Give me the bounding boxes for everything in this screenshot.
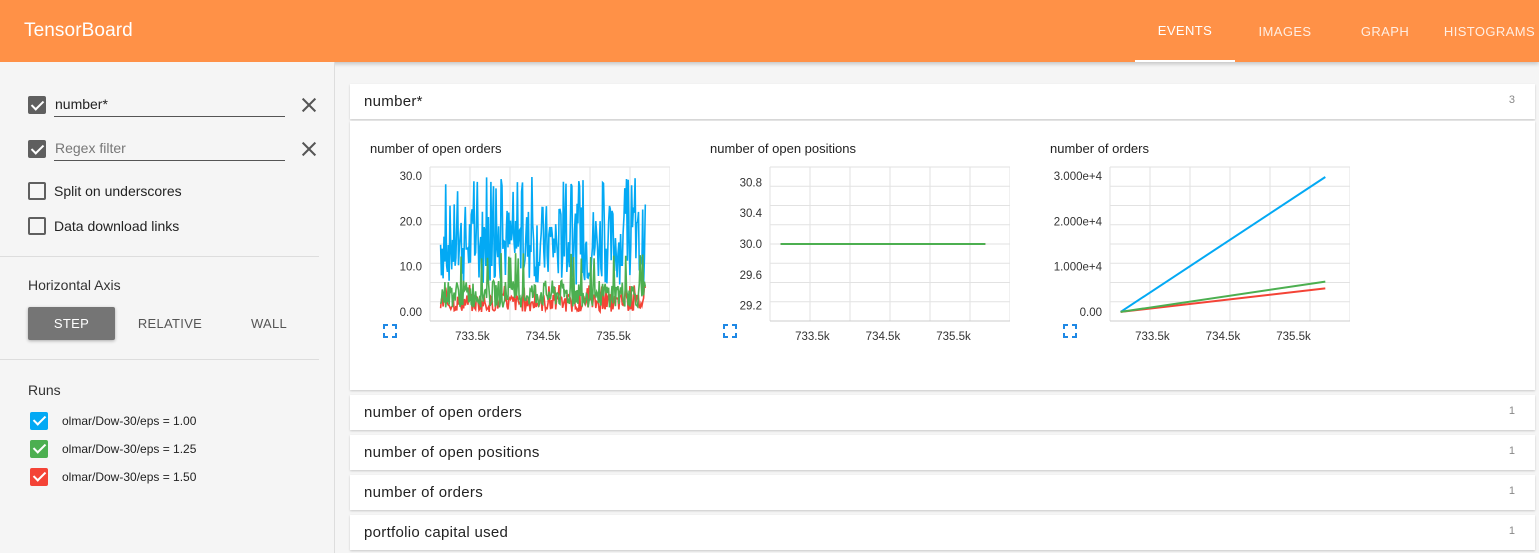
download-links-checkbox[interactable] xyxy=(28,217,46,235)
chart-title: number of orders xyxy=(1050,141,1149,156)
group-count: 1 xyxy=(1508,485,1515,497)
series-line xyxy=(1120,287,1326,313)
clear-filter-icon[interactable] xyxy=(301,97,317,113)
group-count: 1 xyxy=(1508,405,1515,417)
regex-filter-input[interactable] xyxy=(54,135,285,161)
run-checkbox[interactable] xyxy=(30,412,48,430)
axis-step-button[interactable]: STEP xyxy=(28,307,115,340)
group-title: portfolio capital used xyxy=(364,524,509,541)
group-title: number of open positions xyxy=(364,444,540,461)
group-title: number of orders xyxy=(364,484,484,501)
group-count: 3 xyxy=(1508,94,1515,106)
divider xyxy=(0,256,319,257)
x-tick-label: 734.5k xyxy=(1206,331,1241,343)
series-line xyxy=(1120,280,1326,313)
series-line xyxy=(439,253,647,310)
expand-chart-icon[interactable] xyxy=(1063,324,1077,338)
clear-regex-icon[interactable] xyxy=(301,141,317,157)
sidebar: Split on underscores Data download links… xyxy=(0,62,335,553)
group-title: number* xyxy=(364,93,423,110)
y-tick-label: 0.00 xyxy=(1080,307,1102,319)
tag-filter-input[interactable] xyxy=(54,91,285,117)
chart-title: number of open positions xyxy=(710,141,856,156)
charts-panel: 0.00 10.0 20.0 30.0 733.5k 734.5k 735.5k numbe… xyxy=(350,121,1535,390)
axis-wall-button[interactable]: WALL xyxy=(250,316,288,331)
y-tick-label: 20.0 xyxy=(400,216,422,228)
chart-grid xyxy=(1109,166,1350,322)
download-links-label: Data download links xyxy=(54,218,180,234)
group-header-open-orders[interactable]: number of open orders 1 xyxy=(350,395,1535,430)
run-label: olmar/Dow-30/eps = 1.50 xyxy=(62,470,197,484)
x-tick-label: 734.5k xyxy=(866,331,901,343)
series-line xyxy=(439,176,647,285)
chart-number-of-orders: 0.00 1.000e+4 2.000e+4 3.000e+4 733.5k 734.5k… xyxy=(1030,121,1350,361)
horizontal-axis-title: Horizontal Axis xyxy=(28,277,121,293)
tab-events[interactable]: EVENTS xyxy=(1135,0,1235,62)
chart-svg: 0.00 1.000e+4 2.000e+4 3.000e+4 733.5k 734.5k… xyxy=(1054,166,1350,343)
series-line xyxy=(1120,176,1326,313)
y-tick-label: 0.00 xyxy=(400,307,422,319)
group-header-portfolio-capital[interactable]: portfolio capital used 1 xyxy=(350,515,1535,550)
top-bar: TensorBoard EVENTS IMAGES GRAPH HISTOGRA… xyxy=(0,0,1539,62)
x-tick-label: 735.5k xyxy=(596,331,631,343)
group-header-number-star[interactable]: number* 3 xyxy=(350,84,1535,119)
x-tick-label: 733.5k xyxy=(455,331,490,343)
chart-number-of-open-positions: 29.2 29.6 30.0 30.4 30.8 733.5k 734.5k 735.5k n… xyxy=(690,121,1010,361)
filter-enabled-checkbox[interactable] xyxy=(28,96,46,114)
group-title: number of open orders xyxy=(364,404,523,421)
y-tick-label: 30.4 xyxy=(740,208,763,220)
regex-enabled-checkbox[interactable] xyxy=(28,140,46,158)
chart-svg: 0.00 10.0 20.0 30.0 733.5k 734.5k 735.5k xyxy=(400,166,670,343)
tab-graph[interactable]: GRAPH xyxy=(1360,23,1410,39)
y-tick-label: 29.2 xyxy=(740,301,762,313)
expand-chart-icon[interactable] xyxy=(383,324,397,338)
x-tick-label: 734.5k xyxy=(526,331,561,343)
y-tick-label: 3.000e+4 xyxy=(1054,171,1103,183)
run-label: olmar/Dow-30/eps = 1.25 xyxy=(62,442,197,456)
split-underscores-checkbox[interactable] xyxy=(28,182,46,200)
y-tick-label: 10.0 xyxy=(400,262,422,274)
x-tick-label: 733.5k xyxy=(795,331,830,343)
group-header-open-positions[interactable]: number of open positions 1 xyxy=(350,435,1535,470)
chart-number-of-open-orders: 0.00 10.0 20.0 30.0 733.5k 734.5k 735.5k numbe… xyxy=(350,121,670,361)
axis-relative-button[interactable]: RELATIVE xyxy=(137,316,203,331)
runs-title: Runs xyxy=(28,382,61,398)
x-tick-label: 733.5k xyxy=(1135,331,1170,343)
y-tick-label: 30.0 xyxy=(400,171,422,183)
run-checkbox[interactable] xyxy=(30,468,48,486)
y-tick-label: 30.0 xyxy=(740,239,762,251)
y-tick-label: 30.8 xyxy=(740,177,762,189)
expand-chart-icon[interactable] xyxy=(723,324,737,338)
group-count: 1 xyxy=(1508,445,1515,457)
group-header-orders[interactable]: number of orders 1 xyxy=(350,475,1535,510)
x-tick-label: 735.5k xyxy=(1276,331,1311,343)
chart-title: number of open orders xyxy=(370,141,502,156)
tab-histograms[interactable]: HISTOGRAMS xyxy=(1443,23,1536,39)
y-tick-label: 2.000e+4 xyxy=(1054,216,1103,228)
run-checkbox[interactable] xyxy=(30,440,48,458)
tab-images[interactable]: IMAGES xyxy=(1258,23,1312,39)
split-underscores-label: Split on underscores xyxy=(54,183,182,199)
app-title: TensorBoard xyxy=(24,20,133,41)
chart-svg: 29.2 29.6 30.0 30.4 30.8 733.5k 734.5k 735.5k xyxy=(740,166,1010,343)
y-tick-label: 29.6 xyxy=(740,270,762,282)
y-tick-label: 1.000e+4 xyxy=(1054,262,1103,274)
divider xyxy=(0,359,319,360)
run-label: olmar/Dow-30/eps = 1.00 xyxy=(62,414,197,428)
x-tick-label: 735.5k xyxy=(936,331,971,343)
group-count: 1 xyxy=(1508,525,1515,537)
